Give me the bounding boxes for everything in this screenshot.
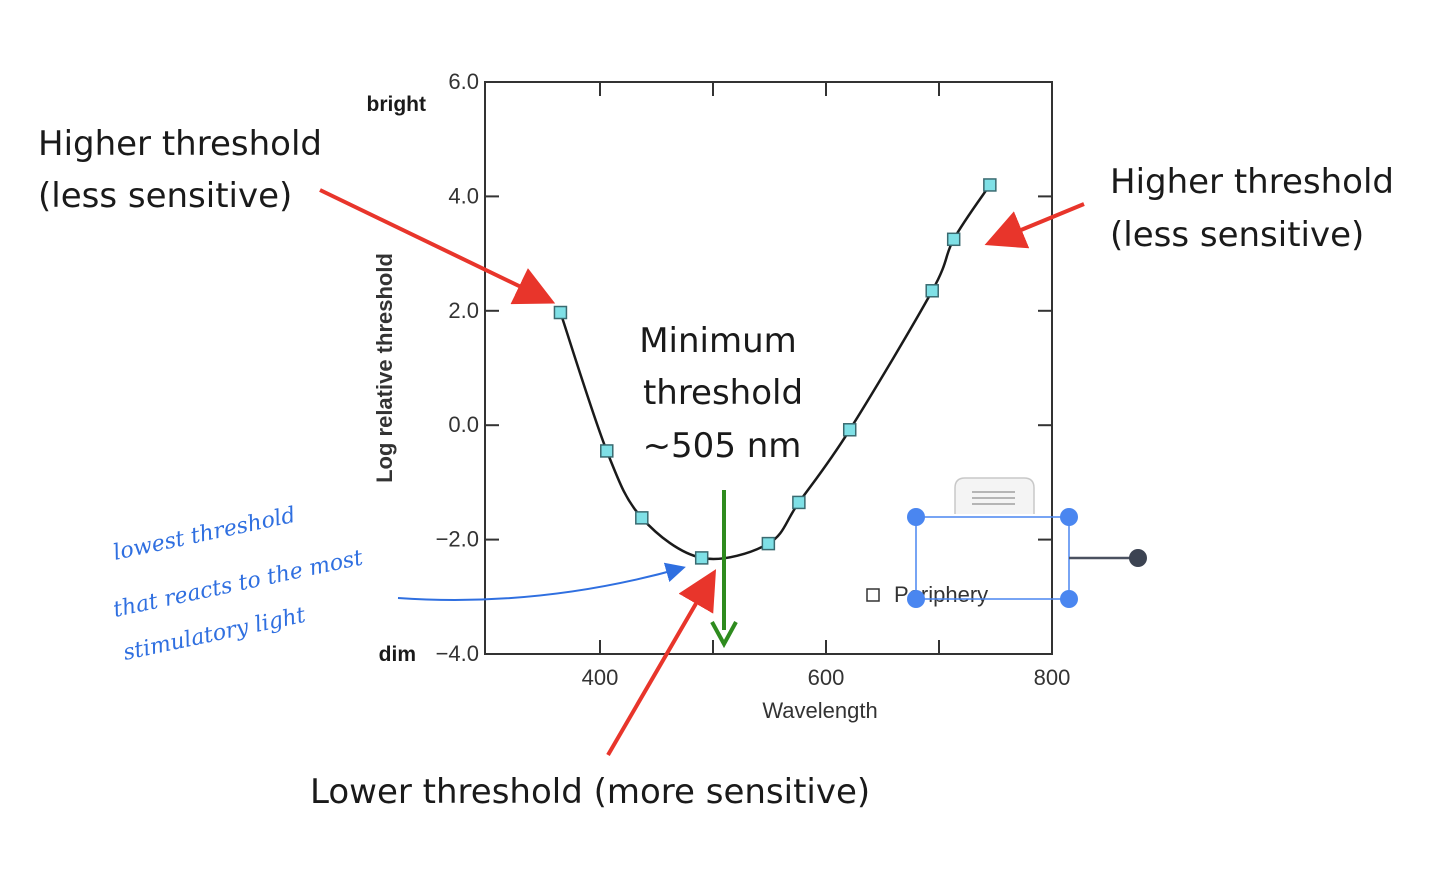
minimum-callout-line3: ~505 nm <box>643 426 802 466</box>
y-axis-title: Log relative threshold <box>372 253 397 483</box>
y-tick-label: 0.0 <box>448 412 479 437</box>
series-line-periphery <box>559 184 991 561</box>
selection-box[interactable] <box>907 477 1147 608</box>
resize-handle-bottom-left[interactable] <box>907 590 925 608</box>
data-point <box>694 551 709 565</box>
data-point <box>983 178 997 192</box>
y-tick-label: 2.0 <box>448 298 479 323</box>
y-tick-label: 4.0 <box>448 183 479 208</box>
data-point <box>792 495 806 510</box>
left-callout-line2: (less sensitive) <box>38 176 292 216</box>
data-point <box>600 444 614 458</box>
connector-handle[interactable] <box>1129 549 1147 567</box>
y-tick-label: −2.0 <box>436 527 479 552</box>
minimum-callout-line2: threshold <box>643 373 803 413</box>
left-red-arrow <box>319 188 556 305</box>
data-point <box>925 284 939 298</box>
y-tick-label: 6.0 <box>448 69 479 94</box>
dim-label: dim <box>379 643 416 666</box>
x-axis: 400 600 800 <box>582 82 1071 690</box>
data-point <box>842 423 857 437</box>
handwritten-note: lowest threshold that reacts to the most… <box>111 503 686 666</box>
bottom-red-arrow <box>606 569 717 757</box>
legend-marker <box>866 588 880 602</box>
handwritten-line1: lowest threshold <box>111 503 298 566</box>
data-point <box>553 305 568 320</box>
plot-frame <box>484 81 1053 655</box>
y-axis: −4.0 −2.0 0.0 2.0 4.0 6.0 <box>436 69 1052 666</box>
series-markers <box>553 178 997 565</box>
minimum-callout-line1: Minimum <box>639 321 797 361</box>
resize-handle-bottom-right[interactable] <box>1060 590 1078 608</box>
x-tick-label: 400 <box>582 665 619 690</box>
green-down-arrow <box>710 490 738 649</box>
right-red-arrow <box>984 202 1085 249</box>
x-tick-label: 800 <box>1034 665 1071 690</box>
left-callout-line1: Higher threshold <box>38 124 322 164</box>
resize-handle-top-right[interactable] <box>1060 508 1078 526</box>
bright-label: bright <box>367 93 426 116</box>
y-tick-label: −4.0 <box>436 641 479 666</box>
bottom-callout: Lower threshold (more sensitive) <box>310 772 870 812</box>
right-callout-line1: Higher threshold <box>1110 162 1394 202</box>
x-tick-label: 600 <box>808 665 845 690</box>
data-point <box>946 232 961 247</box>
right-callout-line2: (less sensitive) <box>1110 215 1364 255</box>
data-point <box>635 511 649 525</box>
x-axis-title: Wavelength <box>762 698 877 723</box>
data-point <box>761 536 776 551</box>
resize-handle-top-left[interactable] <box>907 508 925 526</box>
